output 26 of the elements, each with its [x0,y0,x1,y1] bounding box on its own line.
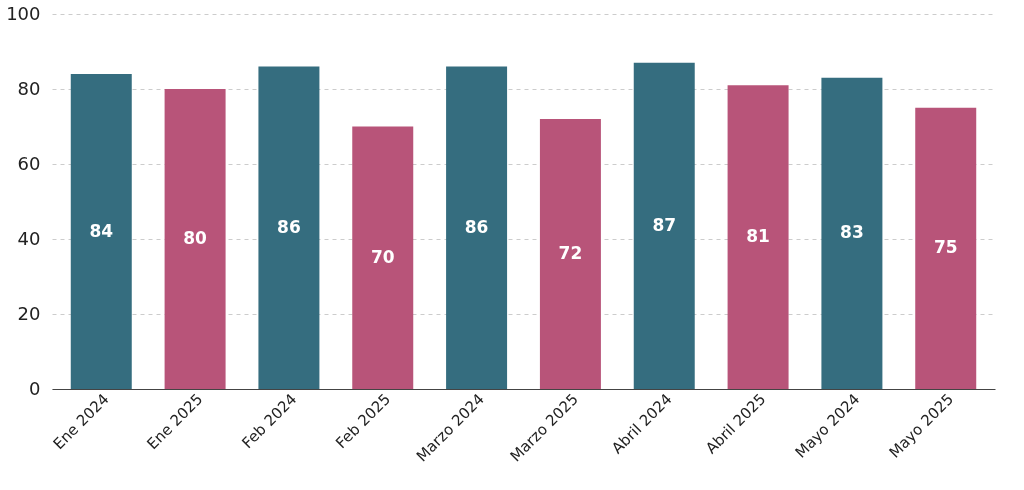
data-label: 86 [464,216,489,237]
bar [539,119,601,389]
data-label: 75 [933,237,958,258]
data-label: 84 [89,220,114,241]
bar [727,85,789,389]
data-label: 72 [558,243,583,263]
bar [915,107,977,389]
bar [164,89,226,389]
data-label: 81 [746,226,770,247]
bar [70,74,132,389]
y-tick-label: 0 [29,377,41,399]
y-tick-label: 40 [17,227,41,249]
y-tick-label: 20 [17,302,41,324]
data-label: 83 [840,222,864,243]
bar [352,126,414,389]
data-label: 86 [277,216,301,237]
data-label: 70 [370,246,395,267]
y-tick-label: 60 [17,152,41,174]
data-label: 87 [652,214,677,235]
y-tick-label: 100 [6,2,41,24]
bar [258,66,320,389]
data-label: 80 [183,228,208,248]
bar [821,77,883,389]
y-tick-label: 80 [17,77,41,99]
bar [446,66,508,389]
bar [633,62,695,389]
